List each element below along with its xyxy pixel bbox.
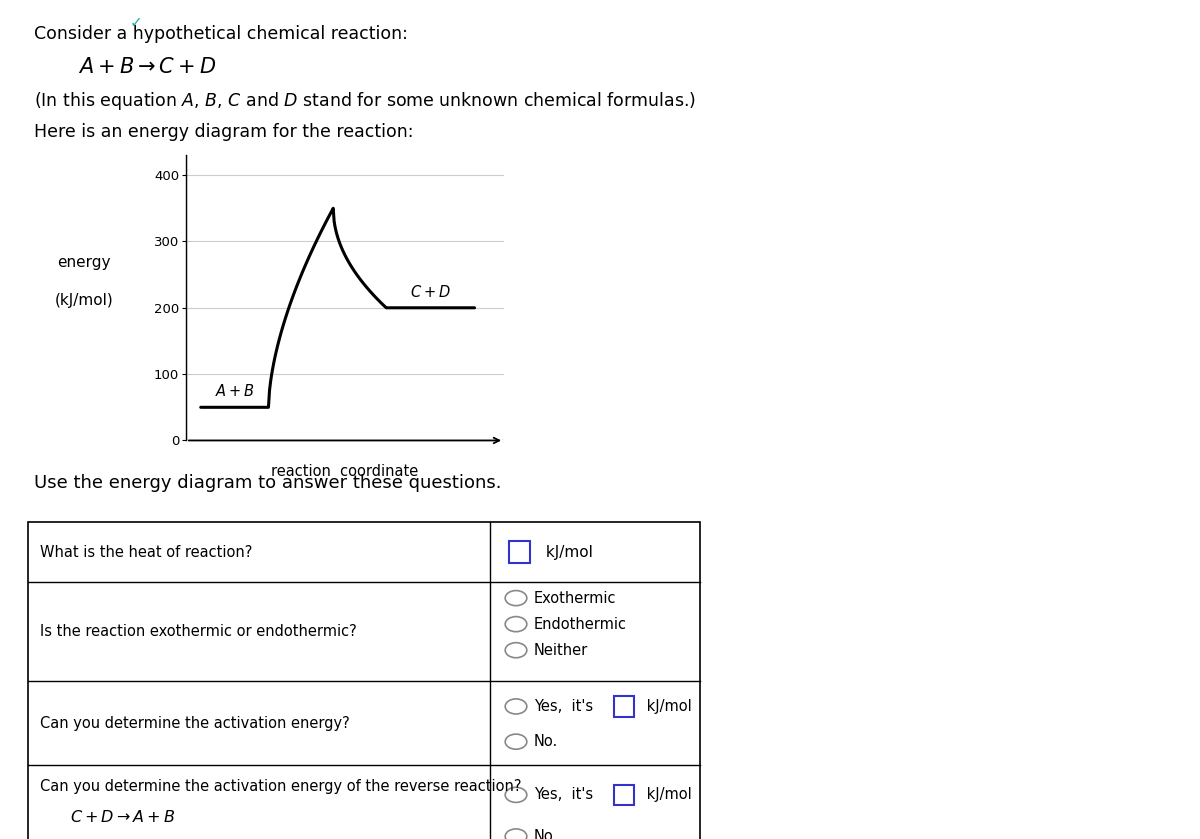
- Text: (In this equation $A$, $B$, $C$ and $D$ stand for some unknown chemical formulas: (In this equation $A$, $B$, $C$ and $D$ …: [34, 90, 696, 112]
- Text: $A+B \rightarrow C+D$: $A+B \rightarrow C+D$: [78, 57, 216, 77]
- Text: (kJ/mol): (kJ/mol): [55, 293, 113, 308]
- Text: $C+D \rightarrow A+B$: $C+D \rightarrow A+B$: [70, 809, 175, 825]
- Text: kJ/mol: kJ/mol: [642, 699, 691, 714]
- Text: What is the heat of reaction?: What is the heat of reaction?: [40, 545, 252, 560]
- Text: Use the energy diagram to answer these questions.: Use the energy diagram to answer these q…: [34, 474, 502, 492]
- Text: $A + B$: $A + B$: [215, 383, 254, 399]
- Text: Endothermic: Endothermic: [534, 617, 628, 632]
- Text: Can you determine the activation energy of the reverse reaction?: Can you determine the activation energy …: [40, 779, 521, 794]
- Text: reaction  coordinate: reaction coordinate: [271, 464, 419, 479]
- Text: Neither: Neither: [534, 643, 588, 658]
- Text: kJ/mol: kJ/mol: [541, 545, 593, 560]
- Text: Can you determine the activation energy?: Can you determine the activation energy?: [40, 716, 349, 731]
- Text: Yes,  it's: Yes, it's: [534, 787, 593, 802]
- Text: $C + D$: $C + D$: [410, 284, 451, 300]
- Text: Is the reaction exothermic or endothermic?: Is the reaction exothermic or endothermi…: [40, 624, 356, 639]
- Text: No.: No.: [534, 734, 558, 749]
- Text: ✓: ✓: [130, 15, 143, 30]
- Text: kJ/mol: kJ/mol: [642, 787, 691, 802]
- Text: Exothermic: Exothermic: [534, 591, 617, 606]
- Text: energy: energy: [58, 255, 110, 270]
- Text: Yes,  it's: Yes, it's: [534, 699, 593, 714]
- Text: Here is an energy diagram for the reaction:: Here is an energy diagram for the reacti…: [34, 123, 413, 141]
- Text: No.: No.: [534, 829, 558, 839]
- Text: Consider a hypothetical chemical reaction:: Consider a hypothetical chemical reactio…: [34, 25, 408, 43]
